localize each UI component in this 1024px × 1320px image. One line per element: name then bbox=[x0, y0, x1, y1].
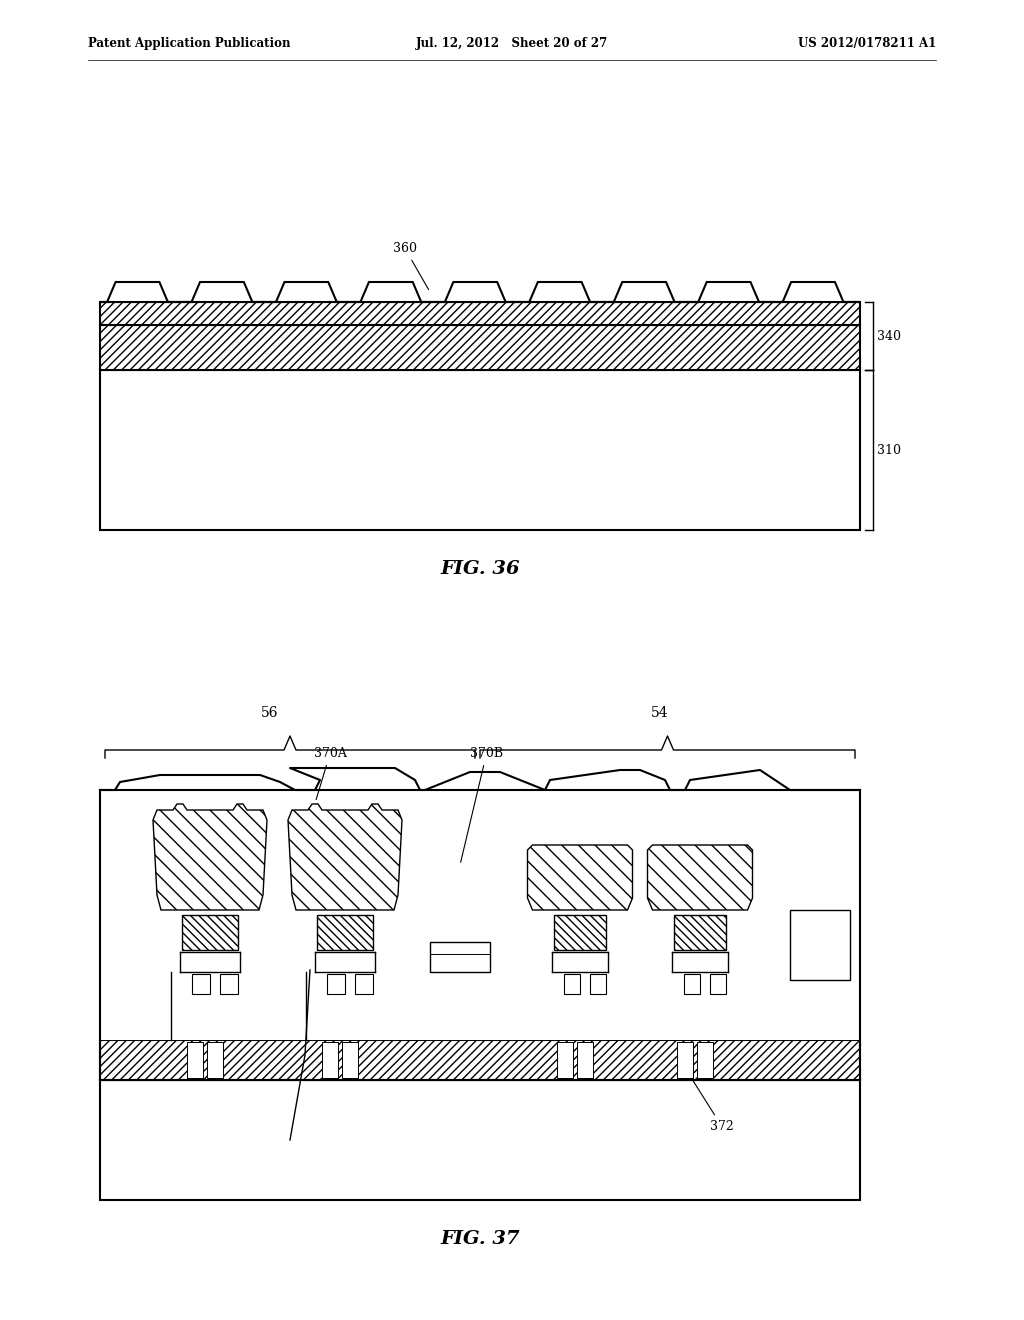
Polygon shape bbox=[100, 282, 860, 302]
Bar bbox=[520, 800, 640, 1001]
Text: 370A: 370A bbox=[311, 747, 346, 817]
Bar bbox=[355, 974, 373, 994]
Bar bbox=[193, 974, 210, 994]
Bar bbox=[342, 1041, 358, 1078]
Bar bbox=[640, 800, 760, 1001]
Polygon shape bbox=[153, 804, 267, 909]
Text: Patent Application Publication: Patent Application Publication bbox=[88, 37, 291, 50]
Bar bbox=[564, 974, 580, 994]
Polygon shape bbox=[647, 845, 753, 909]
Bar bbox=[677, 1041, 693, 1078]
Bar bbox=[790, 909, 850, 979]
Bar bbox=[220, 974, 238, 994]
Bar bbox=[100, 1080, 860, 1200]
Text: Jul. 12, 2012   Sheet 20 of 27: Jul. 12, 2012 Sheet 20 of 27 bbox=[416, 37, 608, 50]
Polygon shape bbox=[527, 845, 633, 909]
Bar bbox=[182, 915, 238, 950]
Bar bbox=[100, 370, 860, 531]
Text: 370B: 370B bbox=[461, 747, 503, 862]
Bar bbox=[554, 915, 606, 950]
Text: FIG. 37: FIG. 37 bbox=[440, 1230, 520, 1247]
Bar bbox=[100, 1040, 860, 1080]
Bar bbox=[207, 1041, 223, 1078]
Bar bbox=[577, 1041, 593, 1078]
Bar bbox=[697, 1041, 713, 1078]
Bar bbox=[322, 1041, 338, 1078]
Bar bbox=[557, 1041, 573, 1078]
Polygon shape bbox=[288, 804, 402, 909]
Text: 54: 54 bbox=[651, 706, 669, 719]
Text: US 2012/0178211 A1: US 2012/0178211 A1 bbox=[798, 37, 936, 50]
Bar bbox=[100, 789, 860, 1040]
Text: 372: 372 bbox=[682, 1063, 734, 1133]
Bar bbox=[327, 974, 345, 994]
Bar bbox=[317, 915, 373, 950]
Bar bbox=[285, 800, 406, 1001]
Bar bbox=[430, 942, 490, 972]
Text: 56: 56 bbox=[261, 706, 279, 719]
Bar bbox=[674, 915, 726, 950]
Text: FIG. 36: FIG. 36 bbox=[440, 560, 520, 578]
Bar bbox=[590, 974, 606, 994]
Text: 310: 310 bbox=[877, 444, 901, 457]
Text: 360: 360 bbox=[393, 242, 429, 289]
Bar bbox=[710, 974, 726, 994]
Bar bbox=[100, 302, 860, 325]
Bar bbox=[684, 974, 700, 994]
Bar bbox=[150, 800, 270, 1001]
Text: 340: 340 bbox=[877, 330, 901, 342]
Bar bbox=[100, 325, 860, 370]
Bar bbox=[187, 1041, 203, 1078]
